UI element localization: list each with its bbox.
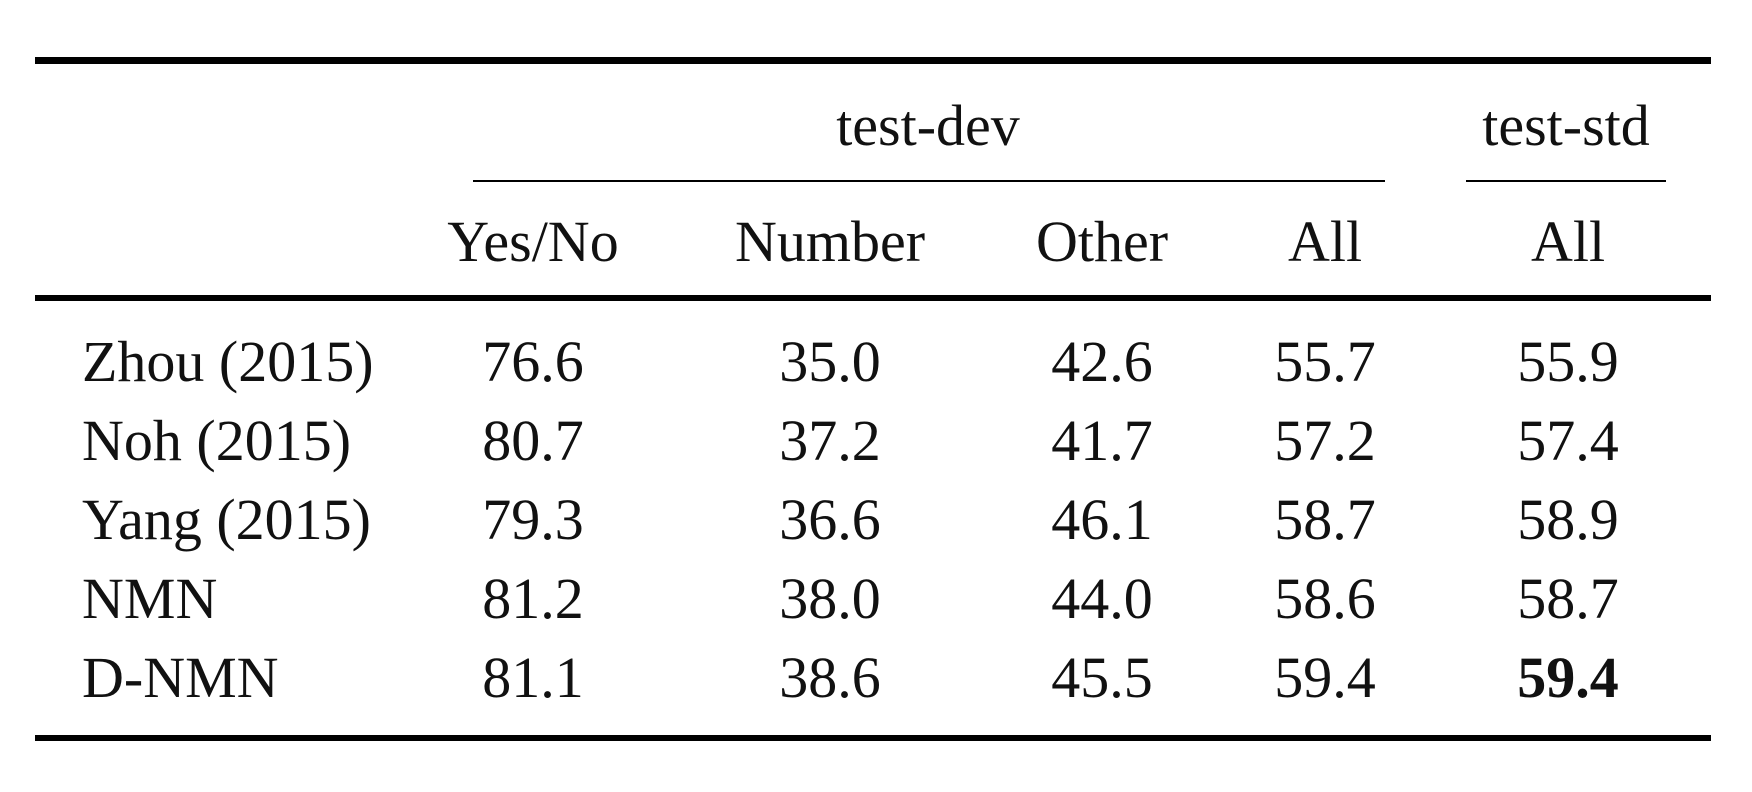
top-rule (35, 57, 1711, 64)
cell-std-all: 58.9 (1517, 487, 1619, 552)
test-dev-underline (473, 180, 1385, 182)
row-method-label: D-NMN (82, 645, 279, 710)
cell-std-all: 59.4 (1517, 645, 1619, 710)
row-method-label: Yang (2015) (82, 487, 371, 552)
cell-dev-all: 58.6 (1274, 566, 1376, 631)
cell-dev-all: 55.7 (1274, 329, 1376, 394)
bottom-rule (35, 735, 1711, 741)
cell-number: 38.0 (779, 566, 881, 631)
row-method-label: NMN (82, 566, 218, 631)
cell-other: 41.7 (1051, 408, 1153, 473)
cell-std-all: 57.4 (1517, 408, 1619, 473)
cell-yes-no: 76.6 (482, 329, 584, 394)
cell-std-all: 55.9 (1517, 329, 1619, 394)
cell-other: 45.5 (1051, 645, 1153, 710)
cell-dev-all: 57.2 (1274, 408, 1376, 473)
col-header-other: Other (1035, 209, 1169, 274)
cell-number: 36.6 (779, 487, 881, 552)
header-rule (35, 295, 1711, 301)
col-header-number: Number (734, 209, 926, 274)
cell-yes-no: 79.3 (482, 487, 584, 552)
cell-yes-no: 81.2 (482, 566, 584, 631)
col-header-std-all: All (1530, 209, 1606, 274)
cell-number: 37.2 (779, 408, 881, 473)
cell-number: 35.0 (779, 329, 881, 394)
col-header-dev-all: All (1287, 209, 1363, 274)
cell-dev-all: 59.4 (1274, 645, 1376, 710)
cell-yes-no: 80.7 (482, 408, 584, 473)
test-std-underline (1466, 180, 1666, 182)
group-header-test-dev: test-dev (836, 93, 1020, 158)
row-method-label: Zhou (2015) (82, 329, 374, 394)
cell-other: 46.1 (1051, 487, 1153, 552)
cell-other: 42.6 (1051, 329, 1153, 394)
cell-std-all: 58.7 (1517, 566, 1619, 631)
cell-dev-all: 58.7 (1274, 487, 1376, 552)
cell-other: 44.0 (1051, 566, 1153, 631)
group-header-test-std: test-std (1482, 93, 1650, 158)
cell-yes-no: 81.1 (482, 645, 584, 710)
row-method-label: Noh (2015) (82, 408, 352, 473)
cell-number: 38.6 (779, 645, 881, 710)
col-header-yes-no: Yes/No (447, 209, 619, 274)
